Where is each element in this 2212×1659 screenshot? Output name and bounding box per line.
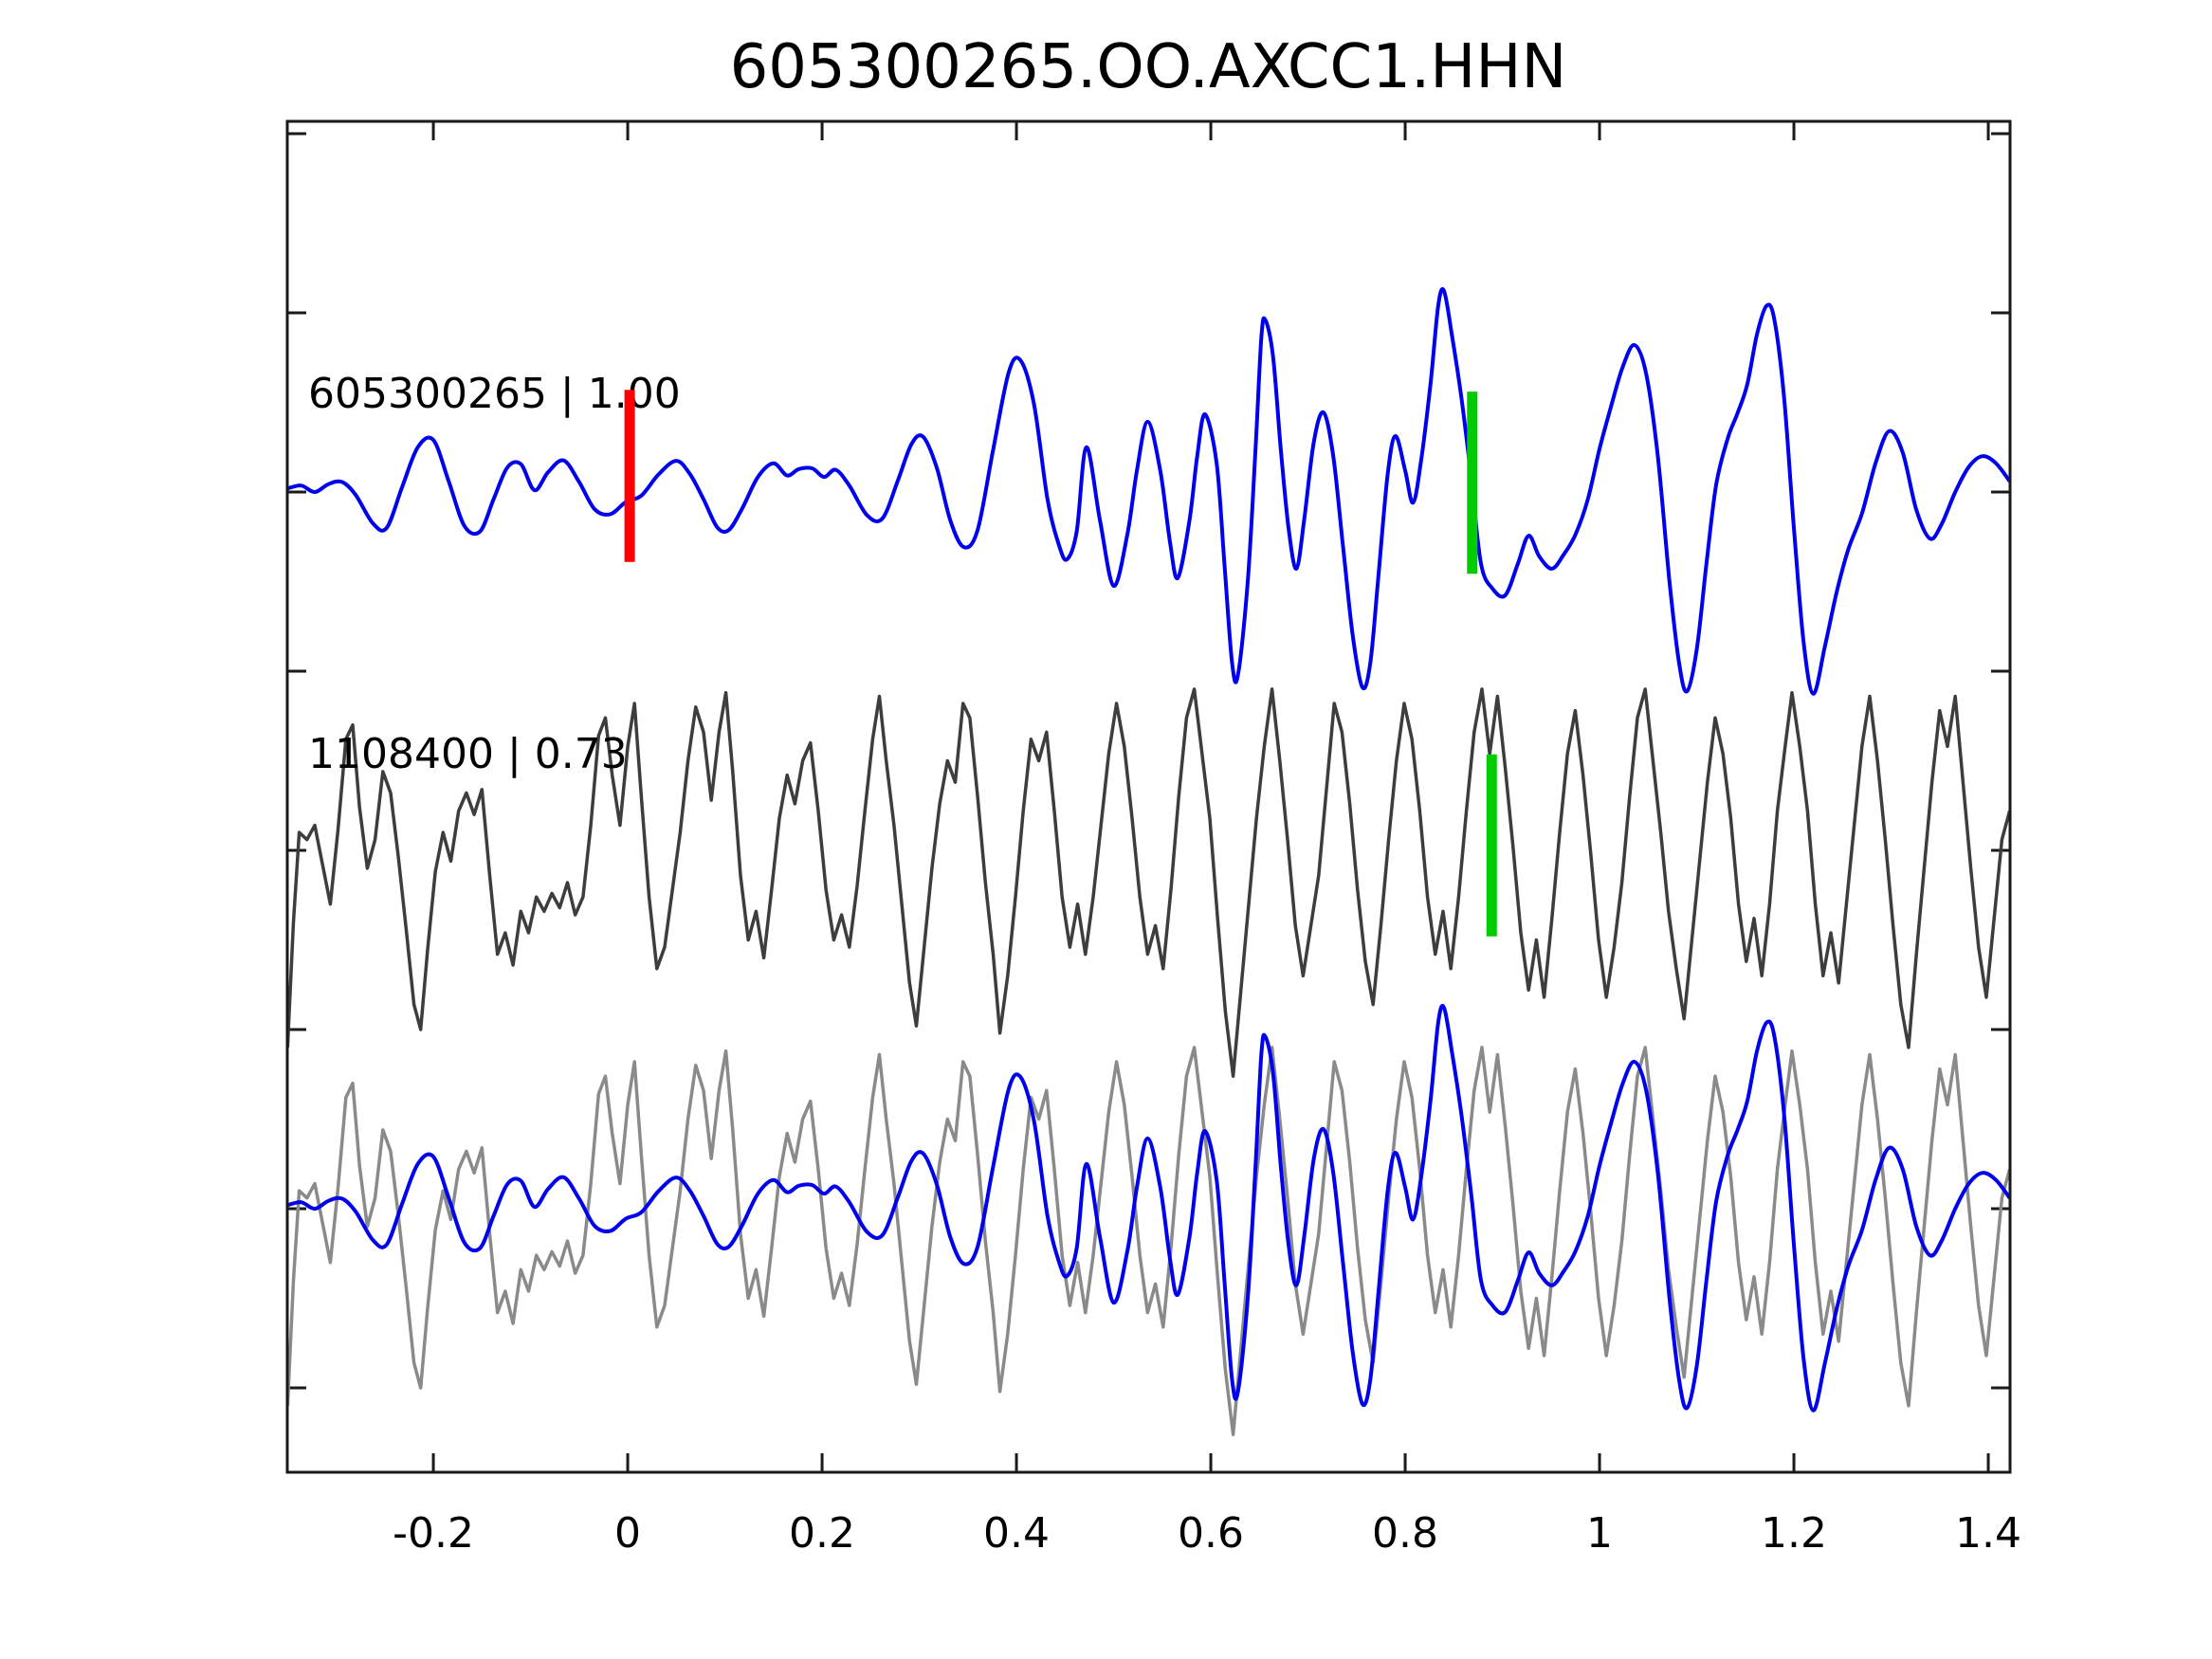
x-tick-label: -0.2 xyxy=(393,1509,474,1558)
x-tick-label: 0.6 xyxy=(1178,1509,1244,1558)
detection-trace-label: 1108400 | 0.73 xyxy=(308,730,628,778)
x-tick-label: 0.8 xyxy=(1372,1509,1438,1558)
x-tick-label: 1.4 xyxy=(1955,1509,2021,1558)
template-trace-label: 605300265 | 1.00 xyxy=(308,370,681,418)
trace-overlay-template-copy-path xyxy=(287,1003,2010,1413)
x-tick-label: 0 xyxy=(614,1509,641,1558)
trace-template-path xyxy=(287,286,2010,696)
trace-overlay-detection-copy-path xyxy=(287,1046,2010,1436)
x-tick-label: 1 xyxy=(1586,1509,1613,1558)
plot-title: 605300265.OO.AXCC1.HHN xyxy=(730,32,1567,102)
x-tick-label: 0.2 xyxy=(789,1509,855,1558)
x-tick-label: 1.2 xyxy=(1761,1509,1827,1558)
plot-area-layer xyxy=(287,121,2010,1472)
x-tick-label: 0.4 xyxy=(983,1509,1050,1558)
trace-detection-path xyxy=(287,687,2010,1078)
axis-frame xyxy=(285,119,2012,1474)
marker-layer: -0.2 0 0.2 0.4 0.6 0.8 1 1.2 1.4 xyxy=(285,119,2021,1558)
